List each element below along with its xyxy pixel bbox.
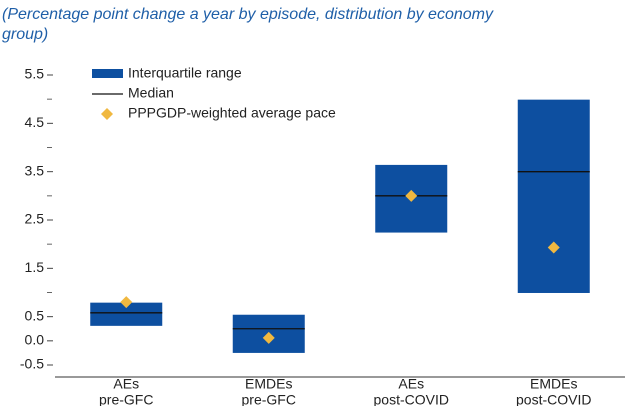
legend-swatch <box>92 69 123 78</box>
x-tick-label: pre-GFC <box>99 392 153 406</box>
average-marker <box>547 241 560 254</box>
iqr-box <box>90 302 163 326</box>
y-tick-label: 0.5 <box>25 307 45 323</box>
average-marker <box>405 189 418 202</box>
average-marker <box>120 296 133 309</box>
average-marker <box>262 331 275 344</box>
y-tick-label: 1.5 <box>25 259 45 275</box>
x-tick-label: post-COVID <box>516 392 591 406</box>
legend-label: Interquartile range <box>128 65 242 81</box>
y-tick-label: 4.5 <box>25 114 45 130</box>
x-tick-label: post-COVID <box>374 392 449 406</box>
y-tick-label: -0.5 <box>20 356 44 372</box>
y-tick-label: 2.5 <box>25 211 45 227</box>
legend-label: Median <box>128 85 174 101</box>
y-tick-label: 0.0 <box>25 332 45 348</box>
legend-label: PPPGDP-weighted average pace <box>128 105 336 121</box>
x-tick-label: AEs <box>398 376 424 392</box>
y-tick-label: 5.5 <box>25 66 45 82</box>
subtitle: (Percentage point change a year by episo… <box>2 6 494 23</box>
x-tick-label: EMDEs <box>530 376 577 392</box>
iqr-box <box>517 99 590 293</box>
x-tick-label: AEs <box>113 376 139 392</box>
x-tick-label: EMDEs <box>245 376 292 392</box>
subtitle: group) <box>2 26 48 43</box>
x-tick-label: pre-GFC <box>242 392 296 406</box>
y-tick-label: 3.5 <box>25 162 45 178</box>
legend-swatch <box>101 108 113 120</box>
